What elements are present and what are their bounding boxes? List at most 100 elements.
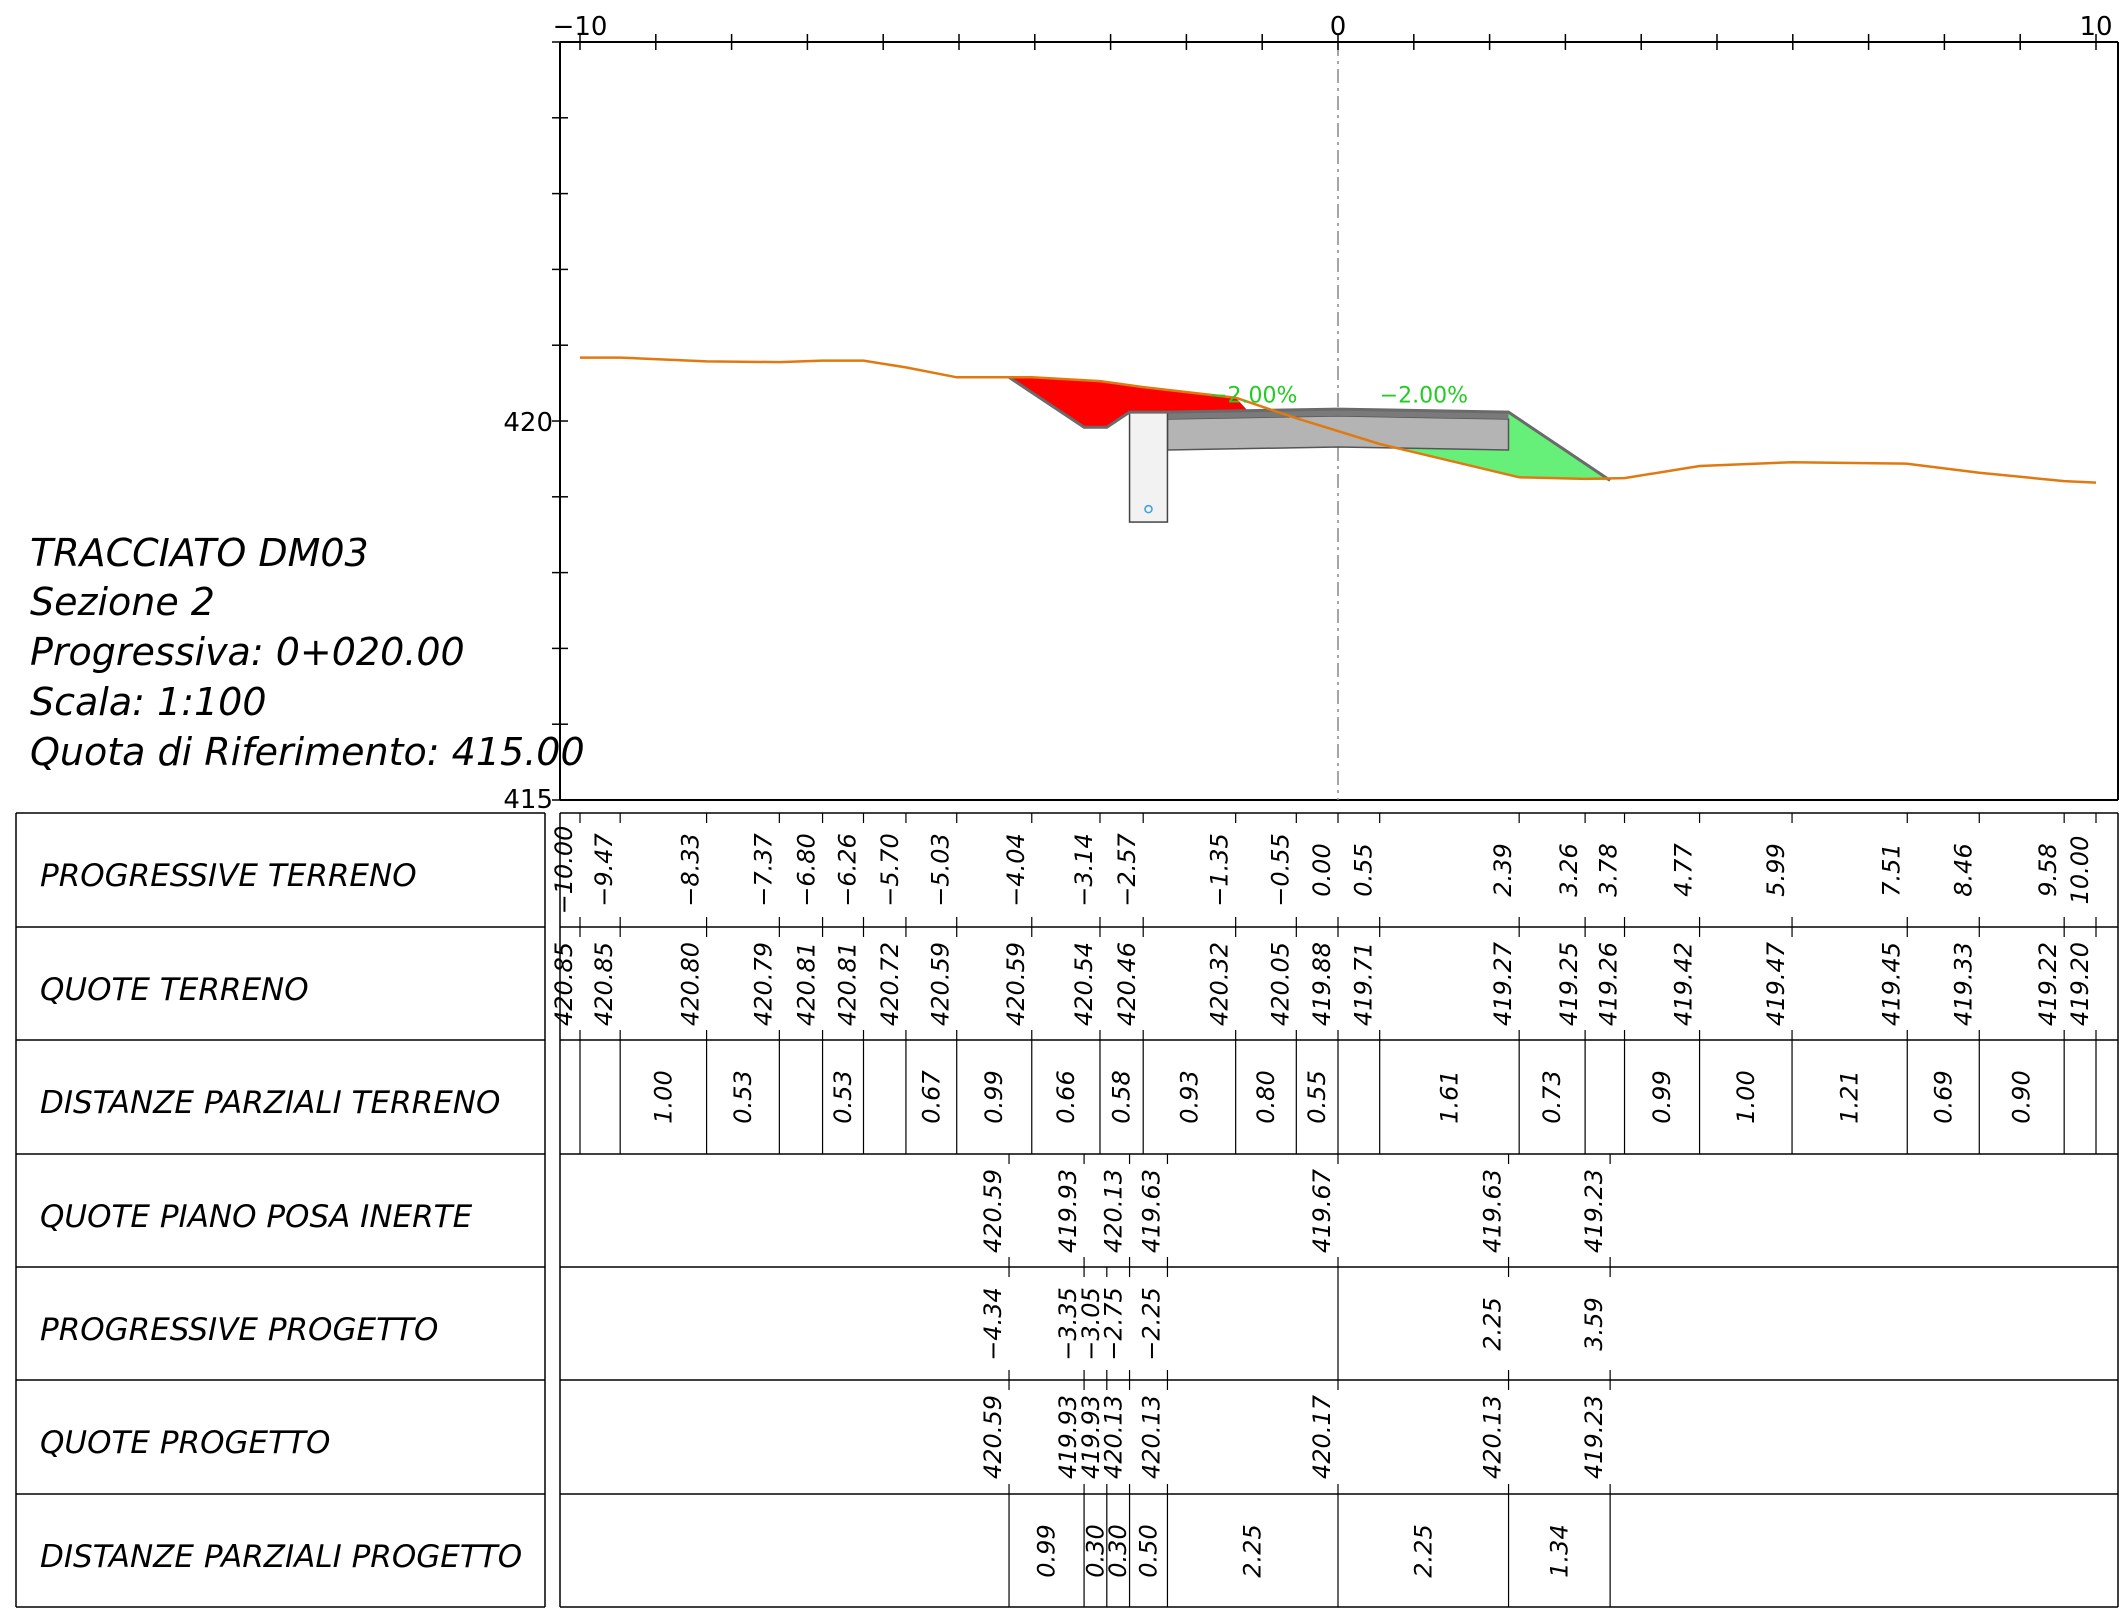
distanza-terreno-value: 0.53 [829,1070,857,1123]
progressive-terreno-value: −9.47 [590,832,618,906]
x-tick-label-zero: 0 [1330,12,1347,42]
table-grid [15,812,2119,1608]
progressiva-progetto-value: −3.05 [1077,1287,1105,1361]
quota-progetto-value: 420.13 [1479,1395,1507,1479]
quota-posa-value: 419.63 [1479,1169,1507,1253]
distanza-terreno-value: 1.61 [1435,1070,1463,1123]
progressiva-progetto-value: −2.75 [1100,1287,1128,1361]
aggregate-base-layer [1166,415,1510,451]
plot-area: −10 0 10 420 415 −2.00% −2.00% [503,12,2119,815]
quote-terreno-value: 420.05 [1266,942,1294,1026]
curb-block [1128,411,1169,523]
progressive-terreno-value: −7.37 [749,832,777,906]
quote-terreno-value: 419.88 [1308,942,1336,1026]
row-label-distanze-parziali-terreno: DISTANZE PARZIALI TERRENO [40,1085,500,1121]
progressive-terreno-value: −6.80 [793,833,821,907]
quota-progetto-value: 419.23 [1580,1395,1608,1479]
drain-pipe-icon [1144,504,1153,514]
quote-terreno-value: 420.80 [677,942,705,1026]
row-label-distanze-parziali-progetto: DISTANZE PARZIALI PROGETTO [40,1539,522,1575]
slope-label-right: −2.00% [1380,383,1468,408]
title-line-2: Sezione 2 [30,580,215,624]
distanza-terreno-value: 0.58 [1108,1070,1136,1123]
x-axis-ticks [579,34,2097,50]
title-line-4: Scala: 1:100 [30,680,267,724]
distanza-terreno-value: 0.73 [1538,1070,1566,1123]
distanza-terreno-value: 0.69 [1929,1070,1957,1123]
quote-terreno-value: 420.59 [927,942,955,1026]
row-label-progressive-terreno: PROGRESSIVE TERRENO [40,858,417,894]
distanza-progetto-value: 1.34 [1545,1524,1573,1577]
distanza-terreno-value: 1.21 [1836,1070,1864,1123]
cut-area [1009,377,1247,428]
distanza-terreno-value: 0.66 [1052,1070,1080,1123]
distanza-terreno-value: 0.99 [1648,1070,1676,1123]
quote-terreno-value: 420.59 [1002,942,1030,1026]
x-tick-label-max: 10 [2079,12,2112,42]
title-block: TRACCIATO DM03 Sezione 2 Progressiva: 0+… [30,531,585,774]
quote-terreno-value: 420.85 [550,942,578,1026]
distanza-terreno-value: 0.67 [917,1070,945,1124]
quota-posa-value: 420.13 [1100,1169,1128,1253]
distanza-progetto-value: 0.50 [1135,1524,1163,1577]
quota-posa-value: 419.93 [1054,1169,1082,1253]
progressiva-progetto-value: −2.25 [1138,1287,1166,1361]
quote-terreno-value: 419.20 [2066,942,2094,1026]
title-line-5: Quota di Riferimento: 415.00 [30,730,585,774]
progressive-terreno-value: −0.55 [1266,833,1294,907]
progressive-terreno-value: 7.51 [1877,843,1905,896]
progressive-terreno-value: −4.04 [1002,833,1030,907]
progressive-terreno-value: −5.70 [876,833,904,907]
progressive-terreno-value: −1.35 [1206,833,1234,907]
distanza-terreno-value: 0.99 [980,1070,1008,1123]
row-label-quote-terreno: QUOTE TERRENO [40,972,309,1008]
progressive-terreno-value: 10.00 [2066,836,2094,905]
progressiva-progetto-value: 3.59 [1580,1297,1608,1350]
quota-posa-value: 420.59 [979,1169,1007,1253]
quote-terreno-value: 420.72 [876,942,904,1026]
quote-terreno-value: 419.47 [1762,941,1790,1026]
progressive-terreno-value: 0.55 [1350,843,1378,896]
quote-terreno-value: 420.85 [590,942,618,1026]
row-label-progressive-progetto: PROGRESSIVE PROGETTO [40,1312,438,1348]
progressive-terreno-value: 3.26 [1555,843,1583,896]
slope-label-left: −2.00% [1209,383,1297,408]
progressive-terreno-value: −3.14 [1070,833,1098,907]
y-tick-label-420: 420 [503,408,553,438]
quote-terreno-value: 420.32 [1206,942,1234,1026]
x-tick-label-min: −10 [553,12,608,42]
progressiva-progetto-value: −4.34 [979,1287,1007,1361]
distanza-progetto-value: 2.25 [1239,1524,1267,1577]
distanza-progetto-value: 2.25 [1409,1524,1437,1577]
quota-progetto-value: 420.17 [1308,1394,1336,1479]
progressiva-progetto-value: 2.25 [1479,1297,1507,1350]
distanza-terreno-value: 0.53 [729,1070,757,1123]
quota-progetto-value: 419.93 [1077,1395,1105,1479]
quote-terreno-value: 419.26 [1595,942,1623,1026]
progressive-terreno-value: 4.77 [1670,843,1698,897]
progressive-terreno-value: 8.46 [1949,843,1977,896]
distanza-progetto-value: 0.30 [1104,1524,1132,1577]
quote-terreno-value: 419.33 [1949,942,1977,1026]
progressive-terreno-value: −8.33 [677,833,705,907]
title-line-1: TRACCIATO DM03 [30,531,369,575]
title-line-3: Progressiva: 0+020.00 [30,630,465,674]
distanza-terreno-value: 0.90 [2008,1070,2036,1123]
y-axis-ticks [552,41,568,801]
quote-terreno-value: 419.22 [2034,942,2062,1026]
y-tick-label-415: 415 [503,785,553,815]
progressive-terreno-value: 2.39 [1489,843,1517,896]
distanza-terreno-value: 0.55 [1303,1070,1331,1123]
quota-posa-value: 419.67 [1308,1168,1336,1253]
ground-profile-line [580,356,2097,484]
progressiva-progetto-value: −3.35 [1054,1287,1082,1361]
quota-posa-value: 419.23 [1580,1169,1608,1253]
fill-area [1398,412,1611,481]
distanza-terreno-value: 1.00 [1732,1070,1760,1123]
table-values: −10.00 −9.47 −8.33 −7.37 −6.80 −6.26 −5.70 −5.0… [550,826,2094,1578]
quota-progetto-value: 420.13 [1100,1395,1128,1479]
progressive-terreno-value: 0.00 [1308,843,1336,896]
distanza-progetto-value: 0.99 [1033,1524,1061,1577]
quote-terreno-value: 419.42 [1670,942,1698,1026]
